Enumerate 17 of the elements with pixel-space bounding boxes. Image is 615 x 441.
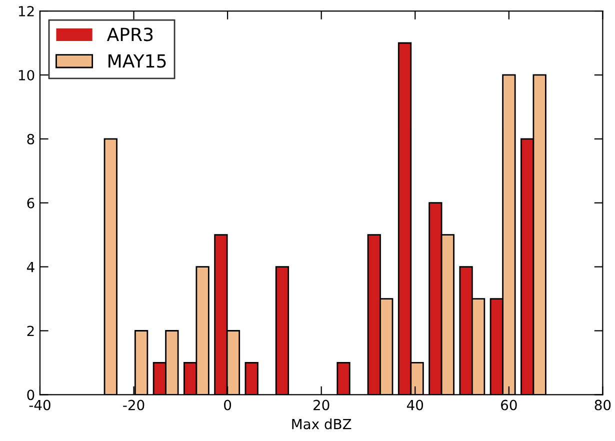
x-tick-label: 40 bbox=[406, 400, 424, 410]
y-tick-label: 12 bbox=[18, 6, 34, 16]
y-tick-label: 8 bbox=[27, 134, 34, 144]
x-tick-label: 60 bbox=[501, 400, 517, 410]
x-tick-label: 80 bbox=[594, 400, 611, 410]
y-tick-label: 4 bbox=[26, 262, 34, 272]
y-tick-label: 0 bbox=[27, 390, 34, 400]
y-tick-label: 2 bbox=[27, 326, 34, 336]
legend-label: MAY15 bbox=[108, 54, 166, 68]
y-tick-label: 6 bbox=[27, 198, 34, 208]
y-tick-label: 10 bbox=[18, 70, 34, 80]
x-tick-label: 20 bbox=[314, 400, 330, 410]
legend-label: APR3 bbox=[106, 28, 153, 42]
x-axis-title: Max dBZ bbox=[292, 418, 352, 430]
x-tick-label: -40 bbox=[29, 400, 50, 410]
x-tick-label: 0 bbox=[224, 400, 232, 410]
x-tick-label: -20 bbox=[123, 400, 144, 410]
